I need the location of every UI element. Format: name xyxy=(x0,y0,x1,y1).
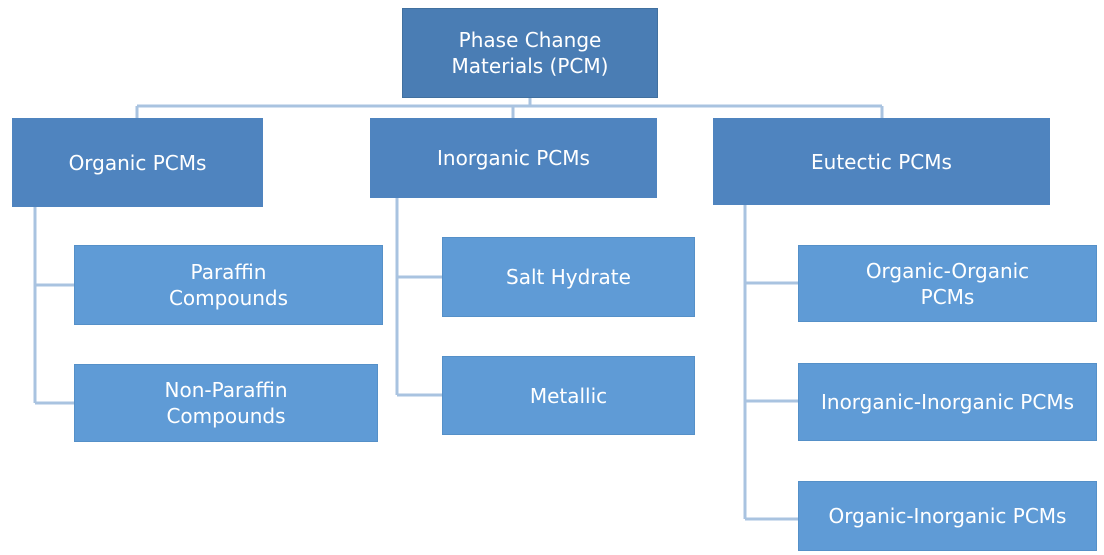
node-box: Phase Change Materials (PCM) xyxy=(402,8,658,98)
node-label: Organic-Organic PCMs xyxy=(865,258,1030,309)
node-box: Metallic xyxy=(442,356,695,435)
top-connector xyxy=(135,98,884,118)
node-label: Paraffin Compounds xyxy=(168,260,289,310)
node-box: Eutectic PCMs xyxy=(713,118,1050,205)
node-label: Eutectic PCMs xyxy=(811,149,952,174)
node-box: Organic PCMs xyxy=(12,118,263,207)
node-label: Organic PCMs xyxy=(68,150,207,175)
node-box: Paraffin Compounds xyxy=(74,245,383,325)
node-label: Metallic xyxy=(529,383,608,408)
node-label: Phase Change Materials (PCM) xyxy=(451,28,609,78)
node-box: Inorganic-Inorganic PCMs xyxy=(798,363,1097,441)
node-label: Non-Paraffin Compounds xyxy=(164,378,288,428)
organic-connector xyxy=(33,207,74,405)
node-box: Inorganic PCMs xyxy=(370,118,657,198)
connector-lines xyxy=(33,98,884,521)
node-box: Organic-Inorganic PCMs xyxy=(798,481,1097,551)
node-label: Inorganic-Inorganic PCMs xyxy=(821,390,1074,414)
node-label: Organic-Inorganic PCMs xyxy=(828,504,1067,528)
node-box: Non-Paraffin Compounds xyxy=(74,364,378,442)
node-label: Inorganic PCMs xyxy=(437,146,590,170)
eutectic-connector xyxy=(743,205,798,521)
node-box: Salt Hydrate xyxy=(442,237,695,317)
node-box: Organic-Organic PCMs xyxy=(798,245,1097,322)
inorganic-connector xyxy=(395,198,442,397)
node-label: Salt Hydrate xyxy=(506,265,631,289)
